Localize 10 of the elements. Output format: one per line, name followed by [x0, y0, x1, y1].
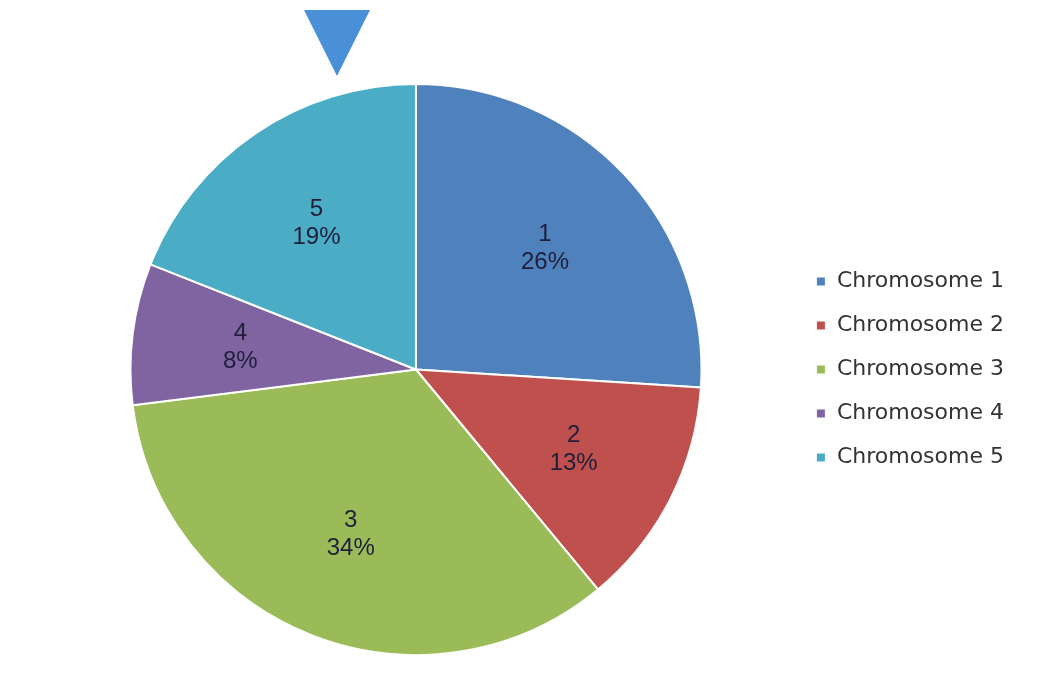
legend-label: Chromosome 2 — [836, 311, 1005, 337]
legend-label: Chromosome 1 — [836, 267, 1005, 293]
legend-label: Chromosome 5 — [836, 443, 1005, 469]
data-label: 3 34% — [326, 504, 375, 560]
legend-label: Chromosome 4 — [836, 399, 1005, 425]
data-label: 2 13% — [549, 420, 598, 476]
data-label: 4 8% — [222, 317, 258, 373]
legend-label: Chromosome 3 — [836, 355, 1005, 381]
data-label: 5 19% — [292, 193, 341, 249]
data-label: 1 26% — [520, 218, 570, 274]
